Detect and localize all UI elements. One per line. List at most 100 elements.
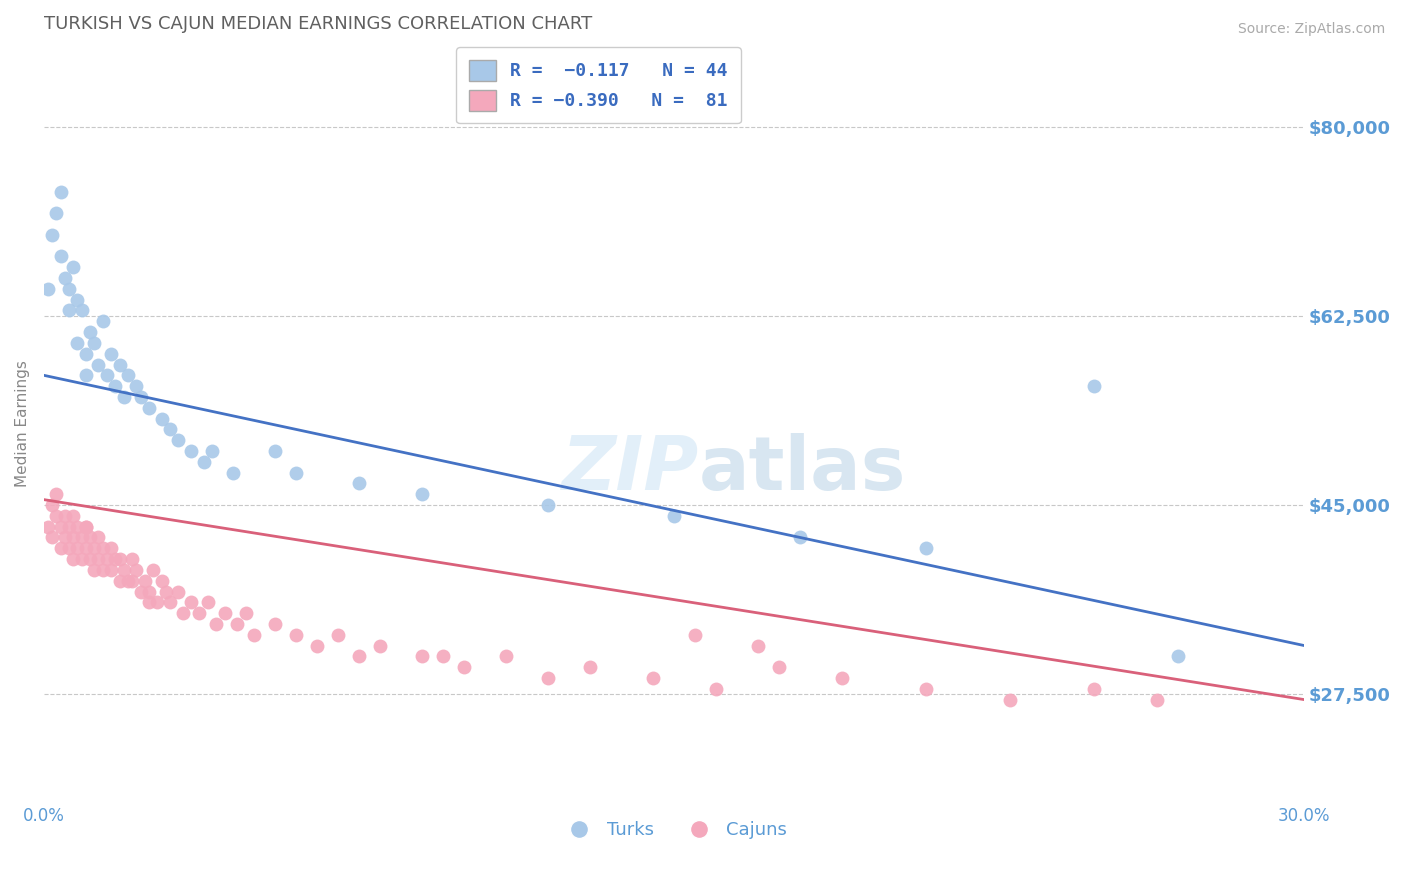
Point — [79, 552, 101, 566]
Point — [58, 541, 80, 556]
Point — [125, 563, 148, 577]
Point — [159, 422, 181, 436]
Point — [138, 584, 160, 599]
Point — [75, 519, 97, 533]
Point — [768, 660, 790, 674]
Point — [264, 444, 287, 458]
Point — [49, 185, 72, 199]
Point — [108, 358, 131, 372]
Point — [1083, 681, 1105, 696]
Point — [998, 692, 1021, 706]
Point — [747, 639, 769, 653]
Point — [87, 552, 110, 566]
Point — [66, 541, 89, 556]
Point — [91, 563, 114, 577]
Point — [96, 552, 118, 566]
Point — [112, 390, 135, 404]
Point — [75, 519, 97, 533]
Point — [117, 368, 139, 383]
Point — [915, 541, 938, 556]
Point — [326, 628, 349, 642]
Point — [49, 249, 72, 263]
Point — [62, 531, 84, 545]
Point — [49, 519, 72, 533]
Point — [62, 260, 84, 275]
Point — [146, 595, 169, 609]
Point — [243, 628, 266, 642]
Point — [108, 574, 131, 588]
Point — [121, 552, 143, 566]
Point — [579, 660, 602, 674]
Point — [104, 552, 127, 566]
Text: ZIP: ZIP — [562, 433, 699, 506]
Point — [100, 541, 122, 556]
Point — [453, 660, 475, 674]
Point — [347, 649, 370, 664]
Point — [83, 541, 105, 556]
Point — [96, 368, 118, 383]
Point — [79, 325, 101, 339]
Point — [305, 639, 328, 653]
Point — [49, 541, 72, 556]
Point — [66, 293, 89, 307]
Point — [70, 303, 93, 318]
Point — [201, 444, 224, 458]
Point — [411, 649, 433, 664]
Point — [45, 487, 67, 501]
Text: TURKISH VS CAJUN MEDIAN EARNINGS CORRELATION CHART: TURKISH VS CAJUN MEDIAN EARNINGS CORRELA… — [44, 15, 592, 33]
Point — [37, 519, 59, 533]
Point — [100, 563, 122, 577]
Point — [45, 206, 67, 220]
Point — [150, 574, 173, 588]
Point — [117, 574, 139, 588]
Point — [368, 639, 391, 653]
Point — [75, 541, 97, 556]
Point — [121, 574, 143, 588]
Point — [87, 358, 110, 372]
Point — [91, 541, 114, 556]
Point — [70, 531, 93, 545]
Point — [45, 508, 67, 523]
Point — [432, 649, 454, 664]
Point — [66, 335, 89, 350]
Point — [1083, 379, 1105, 393]
Point — [53, 271, 76, 285]
Point — [411, 487, 433, 501]
Point — [205, 616, 228, 631]
Point — [167, 433, 190, 447]
Point — [495, 649, 517, 664]
Point — [180, 444, 202, 458]
Point — [264, 616, 287, 631]
Point — [150, 411, 173, 425]
Point — [104, 379, 127, 393]
Point — [79, 531, 101, 545]
Point — [66, 519, 89, 533]
Point — [172, 606, 194, 620]
Point — [138, 401, 160, 415]
Text: Source: ZipAtlas.com: Source: ZipAtlas.com — [1237, 22, 1385, 37]
Point — [62, 508, 84, 523]
Point — [537, 498, 560, 512]
Point — [62, 552, 84, 566]
Point — [284, 628, 307, 642]
Point — [58, 519, 80, 533]
Point — [70, 552, 93, 566]
Point — [142, 563, 165, 577]
Text: atlas: atlas — [699, 433, 907, 506]
Point — [641, 671, 664, 685]
Point — [138, 595, 160, 609]
Point — [58, 282, 80, 296]
Point — [214, 606, 236, 620]
Point — [235, 606, 257, 620]
Point — [167, 584, 190, 599]
Point — [789, 531, 811, 545]
Point — [155, 584, 177, 599]
Point — [284, 466, 307, 480]
Point — [226, 616, 249, 631]
Point — [683, 628, 706, 642]
Point — [112, 563, 135, 577]
Legend: Turks, Cajuns: Turks, Cajuns — [554, 814, 794, 847]
Point — [662, 508, 685, 523]
Point — [129, 584, 152, 599]
Point — [87, 531, 110, 545]
